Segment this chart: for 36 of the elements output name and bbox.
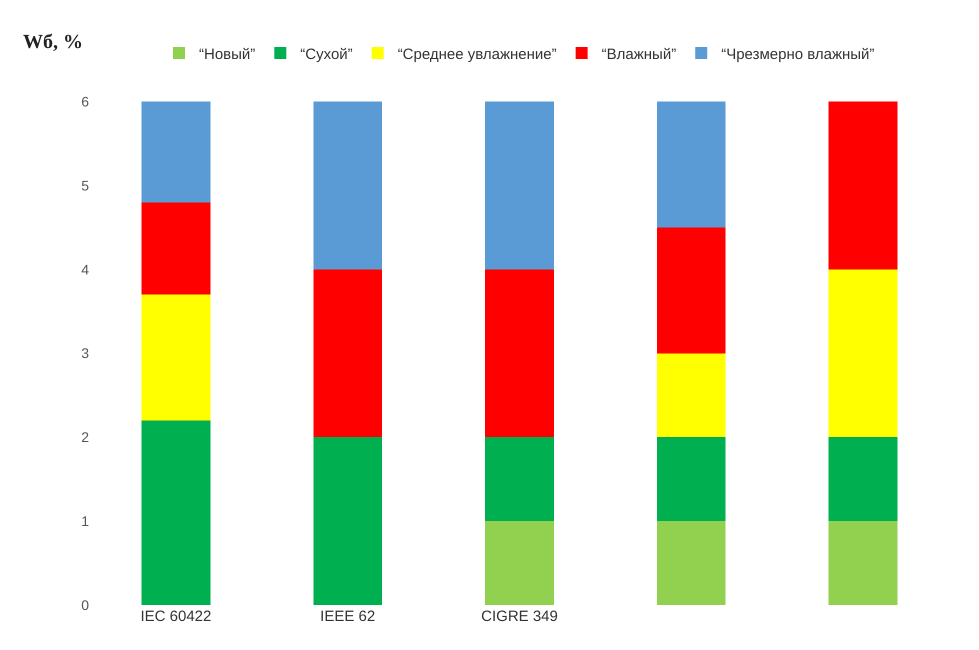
y-tick-label: 5 (81, 177, 90, 194)
bar (828, 521, 898, 605)
bar (313, 102, 382, 270)
x-tick-label: IEEE 62 (320, 608, 376, 625)
bar (828, 102, 898, 270)
legend-label: “Влажный” (602, 46, 676, 63)
bar (313, 269, 382, 438)
bar (656, 521, 726, 605)
y-tick-label: 3 (81, 345, 90, 362)
legend-label: “Чрезмерно влажный” (721, 46, 874, 63)
bar (142, 202, 210, 295)
x-tick-label: IEC 60422 (140, 608, 212, 625)
y-tick-label: 4 (81, 261, 90, 278)
legend-label: “Среднее увлажнение” (398, 46, 557, 63)
y-tick-label: 1 (81, 513, 90, 530)
bar (656, 102, 726, 228)
bar (485, 521, 554, 605)
bar (485, 102, 554, 270)
y-tick-label: 6 (81, 94, 90, 110)
bar (828, 437, 898, 522)
bar (313, 437, 382, 605)
bar (656, 228, 726, 354)
legend-label: “Сухой” (300, 46, 353, 63)
y-axis-title: Wб, % (23, 31, 83, 53)
legend-label: “Новый” (199, 46, 256, 63)
bar (828, 269, 898, 438)
bar (142, 294, 210, 420)
bar (142, 102, 210, 202)
bar (485, 269, 554, 438)
y-tick-label: 0 (81, 596, 90, 613)
bar (656, 437, 726, 522)
bar (485, 437, 554, 522)
y-tick-label: 2 (81, 429, 90, 446)
x-tick-label: CIGRE 349 (481, 608, 558, 625)
bar (142, 420, 210, 605)
bar (656, 353, 726, 438)
